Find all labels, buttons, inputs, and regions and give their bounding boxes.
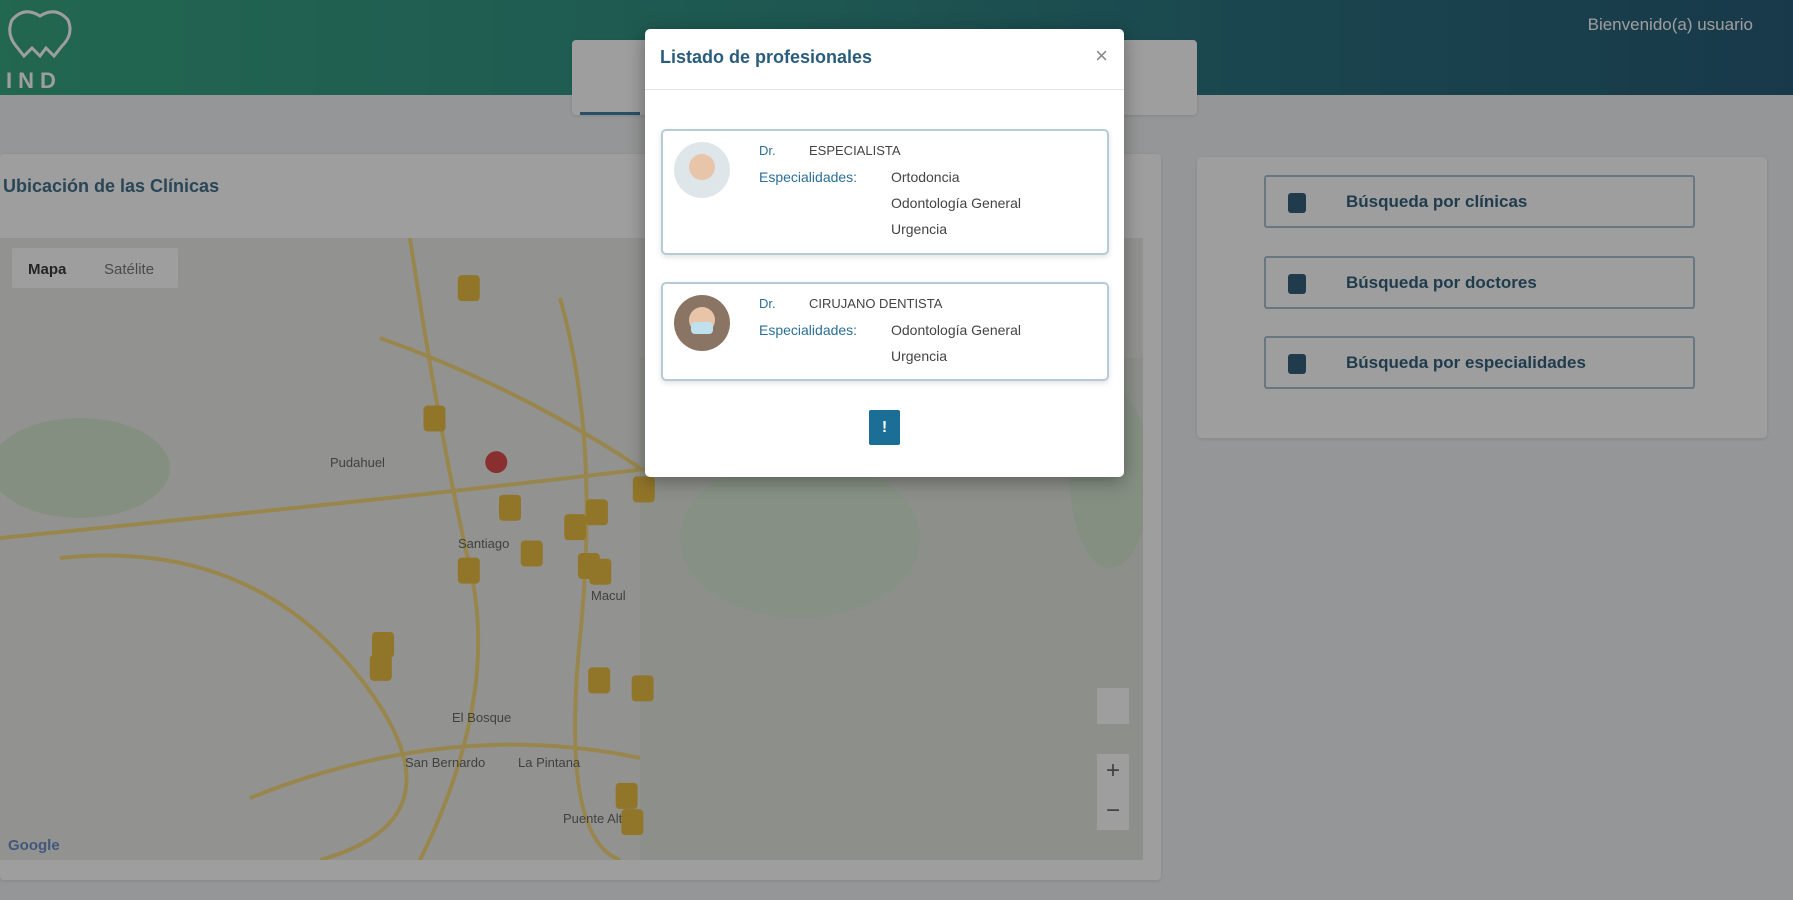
avatar-mask (691, 322, 713, 334)
search-button-label: Búsqueda por clínicas (1346, 192, 1528, 211)
clinic-pin (615, 782, 638, 809)
clinic-pin (589, 558, 612, 585)
clinic-pin (423, 405, 446, 432)
close-button[interactable]: × (1095, 43, 1108, 68)
logo: IND (6, 10, 72, 93)
search-icon (1288, 193, 1306, 213)
clinic-pin (457, 275, 480, 302)
professional-card[interactable]: Dr. CIRUJANO DENTISTA Especialidades: Odont… (661, 282, 1109, 381)
specialty: Urgencia (891, 221, 948, 237)
map-attribution: Google (8, 837, 60, 854)
clinic-pin (585, 499, 608, 526)
search-button-label: Búsqueda por especialidades (1346, 353, 1586, 372)
place-label: Puente Alto (563, 811, 630, 826)
specialty: Ortodoncia (891, 169, 960, 185)
clinic-pin (588, 667, 611, 694)
map-type-button[interactable]: Satélite (104, 261, 154, 278)
place-label: Santiago (458, 536, 509, 551)
avatar (674, 142, 730, 198)
clinic-pin (372, 631, 395, 658)
clinic-pin (499, 494, 522, 521)
welcome-text: Bienvenido(a) usuario (1587, 15, 1753, 34)
specialties-label: Especialidades: (759, 169, 858, 185)
modal-divider (645, 89, 1124, 90)
doctor-prefix: Dr. (759, 143, 776, 158)
logo-text: IND (6, 68, 62, 93)
place-label: San Bernardo (405, 755, 485, 770)
modal-title: Listado de profesionales (660, 47, 873, 67)
avatar-face (689, 154, 715, 180)
clinic-pin (520, 540, 543, 567)
card-title: Ubicación de las Clínicas (3, 176, 220, 196)
search-button-label: Búsqueda por doctores (1346, 273, 1537, 292)
specialty: Odontología General (891, 195, 1021, 211)
clinic-pin (621, 809, 644, 836)
search-icon (1288, 354, 1306, 374)
doctor-name: CIRUJANO DENTISTA (809, 296, 943, 311)
place-label: Pudahuel (330, 455, 385, 470)
active-tab-indicator (580, 112, 640, 115)
doctor-name: ESPECIALISTA (809, 143, 901, 158)
clinic-pin (369, 654, 392, 681)
icon-shape (1288, 193, 1306, 213)
specialties-label: Especialidades: (759, 322, 858, 338)
place-label: La Pintana (518, 755, 581, 770)
professional-card[interactable]: Dr. ESPECIALISTA Especialidades: Ortodoncia… (661, 129, 1109, 255)
map-type-button[interactable]: Mapa (28, 261, 67, 278)
action-button[interactable]: ! (869, 410, 900, 445)
search-button[interactable]: Búsqueda por clínicas (1264, 175, 1695, 228)
professionals-modal: Listado de profesionales × Dr. ESPECIALIS… (645, 29, 1124, 477)
location-pin (485, 451, 508, 474)
clinic-pin (457, 557, 480, 584)
place-label: El Bosque (452, 710, 511, 725)
zoom-control[interactable]: + (1106, 757, 1120, 784)
clinic-pin (632, 476, 655, 503)
avatar (674, 295, 730, 351)
place-label: Macul (591, 588, 626, 603)
doctor-prefix: Dr. (759, 296, 776, 311)
clinic-pin (564, 514, 587, 541)
clinic-pin (631, 675, 654, 702)
specialty: Odontología General (891, 322, 1021, 338)
search-button[interactable]: Búsqueda por especialidades (1264, 336, 1695, 389)
specialty: Urgencia (891, 348, 948, 364)
search-icon (1288, 274, 1306, 294)
icon-shape (1288, 274, 1306, 294)
zoom-control[interactable]: − (1106, 797, 1120, 824)
search-button[interactable]: Búsqueda por doctores (1264, 256, 1695, 309)
icon-shape (1288, 354, 1306, 374)
